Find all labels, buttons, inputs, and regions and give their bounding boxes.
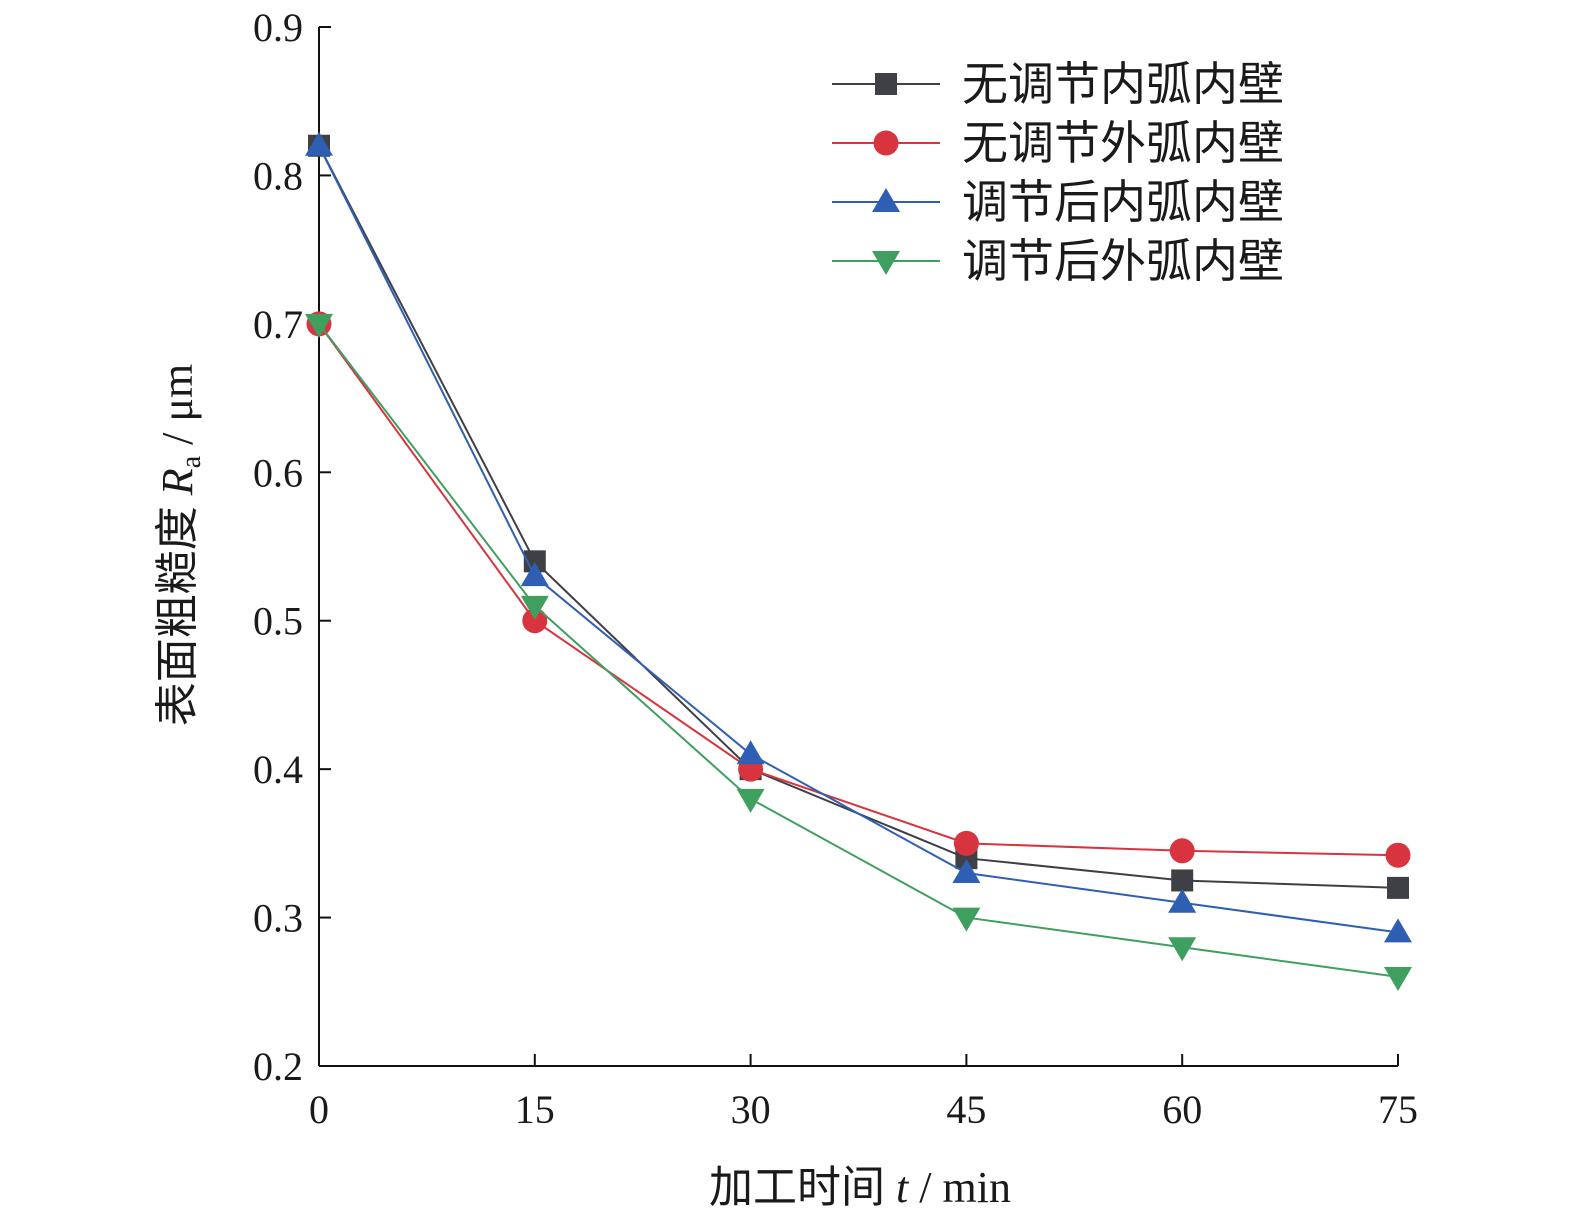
series-3 xyxy=(305,131,1412,943)
legend-marker xyxy=(875,73,897,95)
series-line xyxy=(318,145,1399,934)
data-point xyxy=(1168,937,1197,962)
x-tick-label: 45 xyxy=(946,1087,986,1132)
series-layer xyxy=(305,131,1412,991)
data-point xyxy=(522,608,548,634)
y-tick-label: 0.9 xyxy=(253,5,303,50)
x-axis-title-prefix: 加工时间 xyxy=(709,1163,896,1212)
data-point xyxy=(305,313,333,338)
x-tick-label: 15 xyxy=(515,1087,555,1132)
y-tick-label: 0.6 xyxy=(253,450,303,495)
legend-item: 调节后内弧内壁 xyxy=(832,177,1284,228)
series-line xyxy=(318,323,1399,978)
x-axis-title-symbol: t xyxy=(896,1163,910,1212)
data-point xyxy=(736,788,765,813)
data-point xyxy=(1169,838,1195,864)
data-point xyxy=(952,859,981,884)
x-tick-label: 0 xyxy=(309,1087,329,1132)
y-tick-label: 0.3 xyxy=(253,896,303,941)
legend-marker xyxy=(873,130,899,156)
x-tick-label: 30 xyxy=(731,1087,771,1132)
data-point xyxy=(1387,876,1409,899)
x-axis-title-unit: / min xyxy=(908,1163,1011,1212)
y-tick-label: 0.4 xyxy=(253,747,303,792)
data-point xyxy=(953,830,979,856)
legend-label: 无调节内弧内壁 xyxy=(962,59,1284,110)
y-tick-label: 0.5 xyxy=(253,599,303,644)
axes: 0 15 30 45 60 75 0.2 0.3 0.4 0.5 0.6 0.7 0.8 0.9 xyxy=(253,5,1418,1132)
data-point xyxy=(520,562,549,587)
series-2 xyxy=(306,311,1411,868)
legend-item: 无调节内弧内壁 xyxy=(832,59,1284,110)
legend-item: 无调节外弧内壁 xyxy=(832,118,1284,169)
y-axis-title-subscript: a xyxy=(176,455,207,468)
series-4 xyxy=(305,313,1412,991)
legend-marker xyxy=(872,188,900,212)
data-point xyxy=(1384,966,1412,991)
data-point xyxy=(1171,869,1194,892)
y-axis-title-unit: / μm xyxy=(153,364,202,456)
data-point xyxy=(1385,842,1411,868)
data-point xyxy=(736,740,765,765)
y-tick-label: 0.2 xyxy=(253,1044,303,1089)
legend-marker xyxy=(872,251,900,275)
legend-item: 调节后外弧内壁 xyxy=(832,236,1284,287)
y-axis-title-symbol: R xyxy=(153,468,202,496)
data-point xyxy=(1384,918,1412,943)
data-point xyxy=(520,595,549,620)
data-point xyxy=(1168,888,1197,913)
data-point xyxy=(305,131,333,156)
y-tick-label: 0.7 xyxy=(253,302,303,347)
y-tick-label: 0.8 xyxy=(253,153,303,198)
x-tick-label: 60 xyxy=(1162,1087,1202,1132)
legend-label: 无调节外弧内壁 xyxy=(962,118,1284,169)
x-axis-title: 加工时间 t / min xyxy=(709,1163,1011,1212)
series-line xyxy=(318,323,1399,857)
legend-label: 调节后外弧内壁 xyxy=(962,236,1284,287)
y-axis-title: 表面粗糙度 Ra / μm xyxy=(153,364,207,726)
y-axis-title-prefix: 表面粗糙度 xyxy=(153,495,202,726)
x-tick-label: 75 xyxy=(1378,1087,1418,1132)
legend-label: 调节后内弧内壁 xyxy=(962,177,1284,228)
data-point xyxy=(952,907,981,932)
